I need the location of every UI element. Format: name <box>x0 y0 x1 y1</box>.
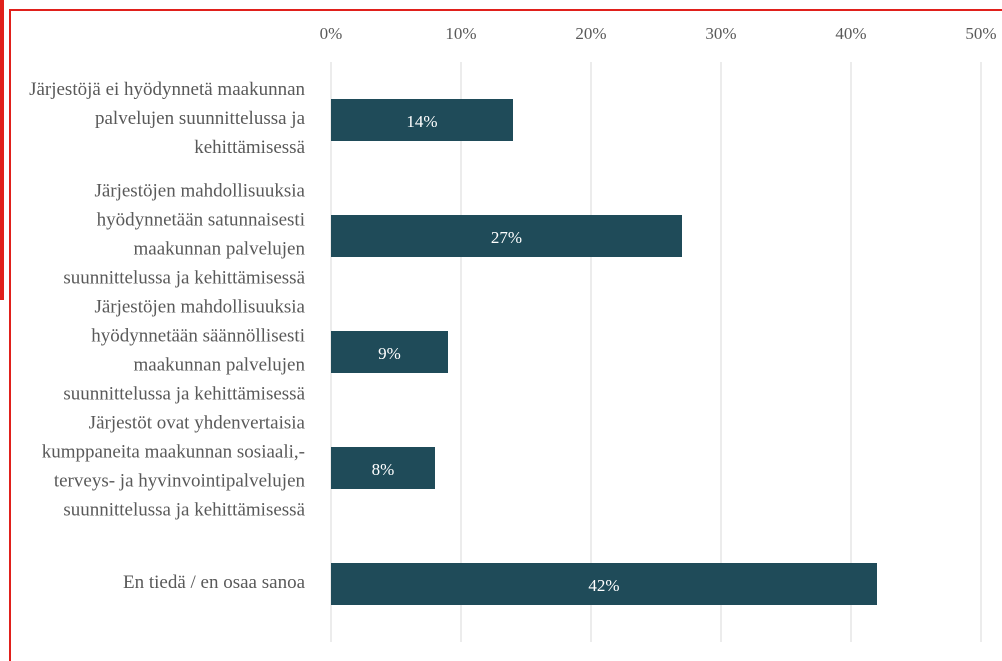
bar <box>331 99 513 141</box>
label-line: Järjestöjä ei hyödynnetä maakunnan <box>29 79 305 100</box>
label-line: Järjestöjen mahdollisuuksia <box>94 297 305 318</box>
x-tick-label: 50% <box>965 24 996 43</box>
value-label: 8% <box>372 460 395 479</box>
label-line: Järjestöjen mahdollisuuksia <box>94 181 305 202</box>
label-line: Järjestöt ovat yhdenvertaisia <box>89 413 306 434</box>
frame-edge <box>0 0 4 300</box>
value-label: 27% <box>491 228 522 247</box>
label-line: kehittämisessä <box>194 137 305 158</box>
x-tick-label: 40% <box>835 24 866 43</box>
value-label: 42% <box>588 576 619 595</box>
y-tick-label: En tiedä / en osaa sanoa <box>123 572 306 593</box>
label-line: palvelujen suunnittelussa ja <box>95 108 306 129</box>
label-line: kumppaneita maakunnan sosiaali,- <box>42 442 305 463</box>
y-tick-label: Järjestöjen mahdollisuuksia hyödynnetään … <box>63 181 305 289</box>
label-line: suunnittelussa ja kehittämisessä <box>63 268 305 289</box>
bar <box>331 447 435 489</box>
x-tick-label: 10% <box>445 24 476 43</box>
y-tick-label: Järjestöjä ei hyödynnetä maakunnan palvel… <box>29 79 306 158</box>
bar <box>331 563 877 605</box>
x-tick-label: 30% <box>705 24 736 43</box>
label-line: suunnittelussa ja kehittämisessä <box>63 384 305 405</box>
value-label: 14% <box>406 112 437 131</box>
label-line: maakunnan palvelujen <box>134 355 306 376</box>
y-tick-label: Järjestöt ovat yhdenvertaisia kumppaneita… <box>42 413 306 521</box>
label-line: maakunnan palvelujen <box>134 239 306 260</box>
label-line: hyödynnetään satunnaisesti <box>97 210 305 231</box>
x-tick-label: 0% <box>320 24 343 43</box>
label-line: En tiedä / en osaa sanoa <box>123 572 306 593</box>
y-tick-label: Järjestöjen mahdollisuuksia hyödynnetään … <box>63 297 305 405</box>
label-line: terveys- ja hyvinvointipalvelujen <box>54 471 306 492</box>
label-line: hyödynnetään säännöllisesti <box>91 326 305 347</box>
frame <box>9 9 1002 661</box>
value-label: 9% <box>378 344 401 363</box>
x-tick-label: 20% <box>575 24 606 43</box>
bar <box>331 215 682 257</box>
bar <box>331 331 448 373</box>
label-line: suunnittelussa ja kehittämisessä <box>63 500 305 521</box>
